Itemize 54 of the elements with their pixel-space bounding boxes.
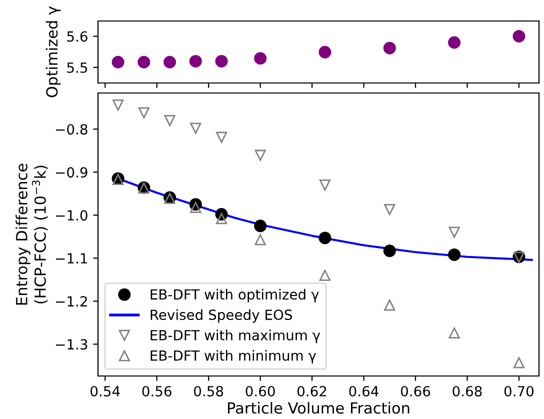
point xyxy=(215,54,228,68)
point xyxy=(319,270,331,281)
y-tick-label: −1.0 xyxy=(56,210,88,221)
point xyxy=(138,56,150,68)
x-tick-label: 0.70 xyxy=(504,386,534,396)
point xyxy=(190,122,202,134)
y-tick-label: 5.6 xyxy=(67,31,88,42)
y-axis-title: Optimized γ xyxy=(46,6,61,98)
point xyxy=(254,220,267,232)
legend-label: EB-DFT with maximum γ xyxy=(150,330,320,344)
y-tick-label: −0.9 xyxy=(56,167,88,178)
point xyxy=(138,107,150,118)
point xyxy=(384,299,396,311)
point xyxy=(513,357,525,368)
point xyxy=(190,202,202,213)
legend-label: EB-DFT with minimum γ xyxy=(150,350,316,364)
point xyxy=(318,46,332,58)
point xyxy=(164,56,176,68)
point xyxy=(216,132,228,143)
point xyxy=(216,213,228,224)
x-axis-title: Particle Volume Fraction xyxy=(228,402,410,414)
x-tick-label: 0.64 xyxy=(349,386,378,396)
point xyxy=(448,226,460,238)
point xyxy=(512,30,526,43)
point xyxy=(384,204,396,216)
x-tick-label: 0.68 xyxy=(452,386,482,396)
point xyxy=(189,54,202,68)
x-tick-label: 0.54 xyxy=(90,386,120,396)
x-tick-label: 0.60 xyxy=(246,386,275,396)
x-tick-label: 0.58 xyxy=(194,386,224,396)
x-tick-label: 0.66 xyxy=(400,386,430,396)
point xyxy=(448,36,461,49)
y-tick-label: −1.1 xyxy=(56,253,87,264)
y-tick-label: 5.5 xyxy=(67,62,88,73)
y-tick-label: −1.3 xyxy=(56,339,88,350)
point xyxy=(448,327,460,339)
y-axis-title: Entropy Difference (HCP-FCC) (10$^{−3}$k) xyxy=(16,164,48,305)
legend-label: Revised Speedy EOS xyxy=(150,309,292,323)
legend-label: EB-DFT with optimized γ xyxy=(150,288,319,302)
point xyxy=(448,248,461,261)
point xyxy=(383,42,396,54)
point xyxy=(254,150,266,161)
point xyxy=(112,99,124,111)
y-tick-label: −0.8 xyxy=(56,124,88,135)
y-tick-label: −1.2 xyxy=(56,296,87,306)
x-tick-label: 0.56 xyxy=(142,386,172,396)
point xyxy=(254,234,266,246)
point xyxy=(318,232,332,244)
point xyxy=(164,114,176,126)
x-tick-label: 0.62 xyxy=(297,386,326,396)
point xyxy=(383,244,396,258)
point xyxy=(254,52,267,65)
point xyxy=(319,179,331,191)
point xyxy=(112,56,124,68)
